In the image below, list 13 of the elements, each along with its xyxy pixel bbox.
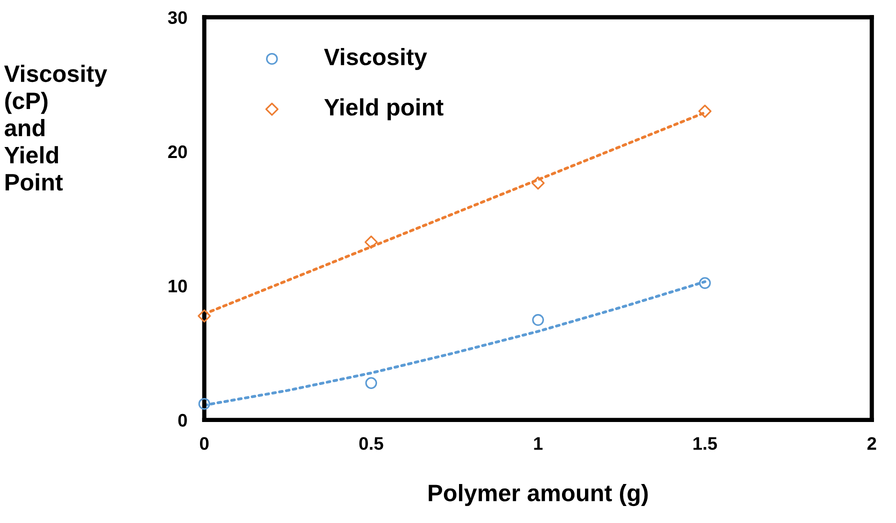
- x-axis-title: Polymer amount (g): [428, 484, 648, 506]
- x-tick-label: 1.5: [694, 437, 717, 450]
- y-tick-label: 10: [168, 280, 187, 292]
- y-tick-label: 20: [168, 145, 187, 158]
- x-tick-label: 2: [867, 437, 876, 450]
- y-tick-label: 0: [178, 414, 187, 427]
- y-axis-title: Viscosity (cP) and Yield Point: [4, 64, 108, 191]
- y-tick-label: 30: [168, 11, 187, 24]
- x-tick-label: 0.5: [359, 437, 384, 450]
- x-tick-label: 1: [534, 437, 543, 450]
- legend-label: Viscosity: [324, 48, 428, 70]
- x-tick-label: 0: [200, 437, 209, 450]
- legend-label: Yield point: [324, 98, 444, 120]
